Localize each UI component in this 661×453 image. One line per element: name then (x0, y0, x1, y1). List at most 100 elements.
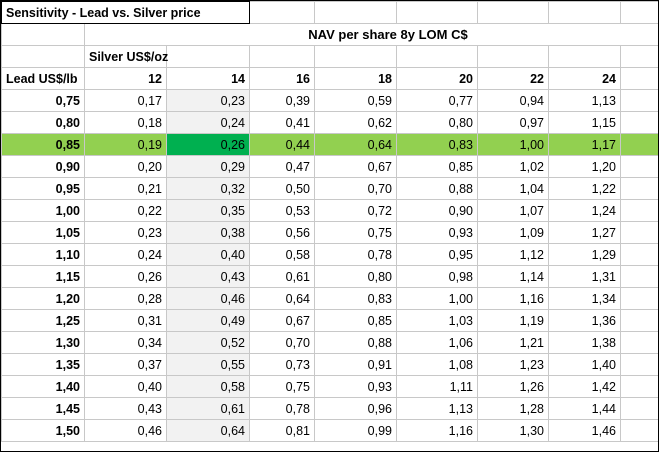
nav-value-cell[interactable]: 1,00 (396, 287, 478, 310)
nav-value-cell[interactable]: 0,94 (477, 89, 549, 112)
silver-price-header[interactable]: 22 (477, 67, 549, 90)
nav-value-cell[interactable]: 1,11 (396, 375, 478, 398)
nav-value-cell[interactable]: 0,77 (396, 89, 478, 112)
nav-value-cell[interactable]: 0,83 (396, 133, 478, 156)
lead-price-cell[interactable]: 1,10 (1, 243, 85, 266)
nav-value-cell[interactable]: 0,80 (314, 265, 397, 288)
lead-label[interactable]: Lead US$/lb (1, 67, 85, 90)
nav-value-cell[interactable]: 0,40 (166, 243, 250, 266)
nav-value-cell[interactable]: 0,70 (249, 331, 315, 354)
nav-value-cell[interactable]: 0,28 (84, 287, 167, 310)
nav-value-cell[interactable]: 1,16 (396, 419, 478, 442)
nav-value-cell[interactable]: 1,46 (548, 419, 621, 442)
nav-value-cell[interactable]: 1,35 (620, 133, 658, 156)
empty-cell[interactable] (620, 1, 658, 24)
empty-cell[interactable] (396, 1, 478, 24)
sheet-title[interactable]: Sensitivity - Lead vs. Silver price (1, 1, 250, 24)
empty-cell[interactable] (620, 45, 658, 68)
nav-value-cell[interactable]: 1,09 (477, 221, 549, 244)
nav-value-cell[interactable]: 0,61 (166, 397, 250, 420)
empty-cell[interactable] (1, 23, 85, 46)
empty-cell[interactable] (396, 45, 478, 68)
nav-value-cell[interactable]: 1,62 (620, 419, 658, 442)
lead-price-cell[interactable]: 1,20 (1, 287, 85, 310)
nav-value-cell[interactable]: 0,67 (314, 155, 397, 178)
nav-value-cell[interactable]: 0,78 (249, 397, 315, 420)
nav-value-cell[interactable]: 1,08 (396, 353, 478, 376)
lead-price-cell[interactable]: 1,15 (1, 265, 85, 288)
nav-value-cell[interactable]: 0,49 (166, 309, 250, 332)
nav-value-cell[interactable]: 1,19 (477, 309, 549, 332)
nav-value-cell[interactable]: 0,35 (166, 199, 250, 222)
nav-value-cell[interactable]: 0,39 (249, 89, 315, 112)
nav-value-cell[interactable]: 0,24 (84, 243, 167, 266)
lead-price-cell[interactable]: 1,25 (1, 309, 85, 332)
nav-value-cell[interactable]: 1,42 (548, 375, 621, 398)
silver-price-header[interactable]: 26 (620, 67, 658, 90)
nav-value-cell[interactable]: 0,85 (396, 155, 478, 178)
nav-value-cell[interactable]: 0,44 (249, 133, 315, 156)
nav-value-cell[interactable]: 1,14 (477, 265, 549, 288)
lead-price-cell[interactable]: 0,85 (1, 133, 85, 156)
empty-cell[interactable] (249, 1, 315, 24)
nav-value-cell[interactable]: 0,34 (84, 331, 167, 354)
lead-price-cell[interactable]: 1,40 (1, 375, 85, 398)
nav-value-cell[interactable]: 0,23 (84, 221, 167, 244)
nav-value-cell[interactable]: 0,90 (396, 199, 478, 222)
nav-value-cell[interactable]: 0,62 (314, 111, 397, 134)
nav-value-cell[interactable]: 0,88 (314, 331, 397, 354)
nav-value-cell[interactable]: 1,40 (548, 353, 621, 376)
lead-price-cell[interactable]: 1,35 (1, 353, 85, 376)
silver-price-header[interactable]: 24 (548, 67, 621, 90)
empty-cell[interactable] (249, 45, 315, 68)
nav-value-cell[interactable]: 0,17 (84, 89, 167, 112)
silver-price-header[interactable]: 20 (396, 67, 478, 90)
nav-value-cell[interactable]: 1,00 (477, 133, 549, 156)
nav-value-cell[interactable]: 0,38 (166, 221, 250, 244)
nav-value-cell[interactable]: 1,02 (477, 155, 549, 178)
lead-price-cell[interactable]: 0,80 (1, 111, 85, 134)
lead-price-cell[interactable]: 1,45 (1, 397, 85, 420)
nav-value-cell[interactable]: 0,43 (166, 265, 250, 288)
empty-cell[interactable] (166, 45, 250, 68)
nav-value-cell[interactable]: 0,91 (314, 353, 397, 376)
nav-value-cell[interactable]: 0,50 (249, 177, 315, 200)
nav-value-cell[interactable]: 1,07 (477, 199, 549, 222)
silver-price-header[interactable]: 18 (314, 67, 397, 90)
nav-value-cell[interactable]: 0,70 (314, 177, 397, 200)
silver-price-header[interactable]: 14 (166, 67, 250, 90)
nav-value-cell[interactable]: 0,46 (84, 419, 167, 442)
nav-value-cell[interactable]: 0,52 (166, 331, 250, 354)
nav-value-cell[interactable]: 0,46 (166, 287, 250, 310)
nav-value-cell[interactable]: 0,55 (166, 353, 250, 376)
nav-value-cell[interactable]: 1,56 (620, 353, 658, 376)
nav-value-cell[interactable]: 0,22 (84, 199, 167, 222)
nav-value-cell[interactable]: 1,12 (477, 243, 549, 266)
nav-value-cell[interactable]: 0,97 (477, 111, 549, 134)
nav-value-cell[interactable]: 0,21 (84, 177, 167, 200)
empty-cell[interactable] (477, 1, 549, 24)
empty-cell[interactable] (548, 45, 621, 68)
nav-value-cell[interactable]: 1,30 (620, 89, 658, 112)
lead-price-cell[interactable]: 1,50 (1, 419, 85, 442)
nav-value-cell[interactable]: 1,26 (477, 375, 549, 398)
nav-value-cell[interactable]: 1,31 (548, 265, 621, 288)
nav-value-cell[interactable]: 0,64 (166, 419, 250, 442)
nav-value-cell[interactable]: 0,47 (249, 155, 315, 178)
nav-value-cell[interactable]: 0,93 (314, 375, 397, 398)
nav-value-cell[interactable]: 1,16 (477, 287, 549, 310)
lead-price-cell[interactable]: 0,75 (1, 89, 85, 112)
nav-value-cell[interactable]: 1,03 (396, 309, 478, 332)
nav-value-cell[interactable]: 0,20 (84, 155, 167, 178)
nav-value-cell[interactable]: 0,75 (249, 375, 315, 398)
nav-value-cell[interactable]: 1,60 (620, 397, 658, 420)
nav-value-cell[interactable]: 0,32 (166, 177, 250, 200)
nav-value-cell[interactable]: 1,33 (620, 111, 658, 134)
nav-value-cell[interactable]: 0,81 (249, 419, 315, 442)
lead-price-cell[interactable]: 0,90 (1, 155, 85, 178)
nav-value-cell[interactable]: 0,61 (249, 265, 315, 288)
nav-value-cell[interactable]: 1,23 (477, 353, 549, 376)
nav-value-cell[interactable]: 0,78 (314, 243, 397, 266)
lead-price-cell[interactable]: 0,95 (1, 177, 85, 200)
empty-cell[interactable] (1, 45, 85, 68)
